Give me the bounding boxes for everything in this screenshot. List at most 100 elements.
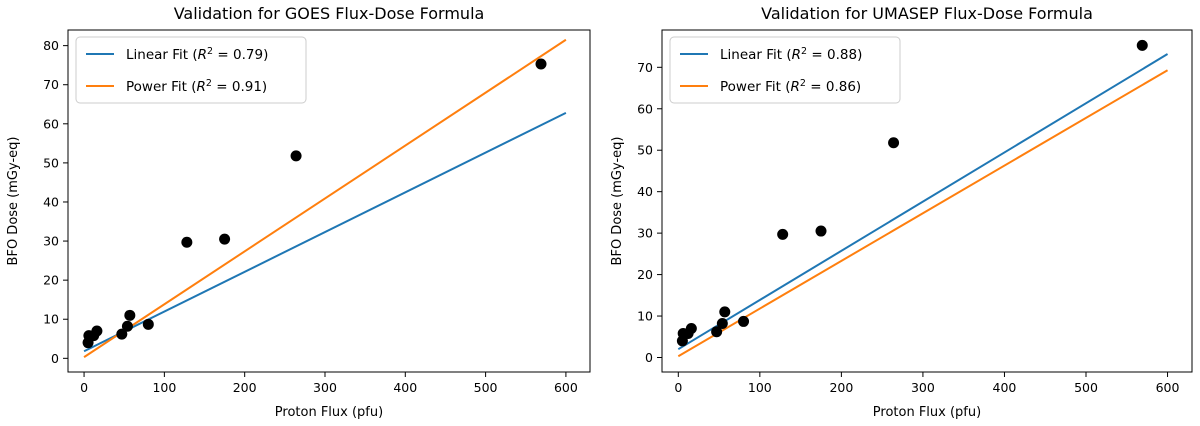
legend-label-power: Power Fit <box>126 79 187 95</box>
y-axis-label: BFO Dose (mGy-eq) <box>610 137 625 266</box>
y-tick-label: 70 <box>637 60 653 75</box>
legend-r2-linear: 0.88 <box>827 47 857 63</box>
legend-entry-linear: Linear Fit (R2 = 0.88) <box>720 46 862 64</box>
fit-line-linear-fit <box>83 111 567 353</box>
legend-label-power: Power Fit <box>720 79 781 95</box>
legend-r2-close: ) <box>263 47 268 63</box>
fit-lines <box>677 53 1169 358</box>
x-tick-label: 0 <box>80 380 88 395</box>
legend-r2-symbol: R <box>197 79 206 95</box>
legend-entry-power: Power Fit (R2 = 0.86) <box>720 78 861 96</box>
data-point <box>719 306 731 318</box>
legend-entry-power: Power Fit (R2 = 0.91) <box>126 78 267 96</box>
y-tick-label: 0 <box>645 350 653 365</box>
y-tick-label: 60 <box>43 116 59 131</box>
legend-r2-eq: = <box>806 79 826 95</box>
data-point <box>685 322 697 334</box>
y-tick-label: 10 <box>637 309 653 324</box>
x-tick-label: 600 <box>1156 380 1180 395</box>
legend-r2-eq: = <box>807 47 827 63</box>
fit-line-power-fit <box>677 69 1169 358</box>
legend-r2-prefix: ( <box>785 79 790 95</box>
x-tick-label: 400 <box>393 380 417 395</box>
data-point <box>711 326 723 338</box>
x-tick-label: 300 <box>911 380 935 395</box>
x-tick-label: 300 <box>313 380 337 395</box>
legend-r2-power: 0.91 <box>232 79 262 95</box>
data-point <box>142 318 154 330</box>
legend-r2-exponent: 2 <box>801 46 807 57</box>
data-point <box>777 228 789 240</box>
y-tick-label: 80 <box>43 38 59 53</box>
data-point <box>91 325 103 337</box>
legend-entry-linear: Linear Fit (R2 = 0.79) <box>126 46 268 64</box>
data-points <box>82 58 547 349</box>
data-point <box>181 236 193 248</box>
data-point <box>815 225 827 237</box>
legend-r2-eq: = <box>212 79 232 95</box>
legend-frame <box>75 36 307 104</box>
x-tick-label: 400 <box>993 380 1017 395</box>
legend-frame <box>669 36 901 104</box>
legend-r2-prefix: ( <box>786 47 791 63</box>
legend-r2-linear: 0.79 <box>233 47 263 63</box>
x-axis-label: Proton Flux (pfu) <box>275 405 383 420</box>
x-tick-label: 100 <box>748 380 772 395</box>
y-tick-label: 70 <box>43 77 59 92</box>
y-tick-label: 40 <box>637 184 653 199</box>
fit-line-power-fit <box>83 38 567 358</box>
y-axis-label: BFO Dose (mGy-eq) <box>6 137 21 266</box>
data-point <box>124 309 136 321</box>
y-tick-label: 30 <box>43 234 59 249</box>
legend: Linear Fit (R2 = 0.79) Power Fit (R2 = 0… <box>75 36 307 104</box>
legend-r2-close: ) <box>856 79 861 95</box>
legend-r2-symbol: R <box>791 79 800 95</box>
panel-goes: Validation for GOES Flux-Dose Formula Pr… <box>6 4 591 420</box>
x-ticks: 0 100 200 300 400 500 600 <box>80 372 578 395</box>
x-tick-label: 500 <box>1074 380 1098 395</box>
data-point <box>121 320 133 332</box>
legend-label-linear: Linear Fit <box>720 47 782 63</box>
legend-r2-close: ) <box>857 47 862 63</box>
legend-r2-exponent: 2 <box>206 78 212 89</box>
y-tick-label: 40 <box>43 194 59 209</box>
data-point <box>290 150 302 162</box>
x-tick-label: 200 <box>829 380 853 395</box>
data-point <box>716 317 728 329</box>
chart-title: Validation for GOES Flux-Dose Formula <box>174 4 485 23</box>
legend-r2-exponent: 2 <box>207 46 213 57</box>
y-tick-label: 0 <box>51 351 59 366</box>
legend-r2-symbol: R <box>792 47 801 63</box>
x-tick-label: 100 <box>152 380 176 395</box>
legend-r2-symbol: R <box>198 47 207 63</box>
y-tick-label: 10 <box>43 312 59 327</box>
y-tick-label: 60 <box>637 101 653 116</box>
data-point <box>888 137 900 149</box>
fit-line-linear-fit <box>677 53 1169 351</box>
chart-title: Validation for UMASEP Flux-Dose Formula <box>761 4 1093 23</box>
y-tick-label: 20 <box>43 273 59 288</box>
data-point <box>116 328 128 340</box>
data-point <box>535 58 547 70</box>
y-ticks: 0 10 20 30 40 50 60 70 <box>637 60 662 365</box>
x-ticks: 0 100 200 300 400 500 600 <box>674 372 1180 395</box>
data-points <box>676 39 1148 347</box>
legend: Linear Fit (R2 = 0.88) Power Fit (R2 = 0… <box>669 36 901 104</box>
x-tick-label: 600 <box>554 380 578 395</box>
fit-lines <box>83 38 567 358</box>
x-tick-label: 0 <box>674 380 682 395</box>
legend-r2-prefix: ( <box>192 47 197 63</box>
panel-umasep: Validation for UMASEP Flux-Dose Formula … <box>610 4 1193 420</box>
x-axis-label: Proton Flux (pfu) <box>873 405 981 420</box>
legend-r2-prefix: ( <box>191 79 196 95</box>
legend-label-linear: Linear Fit <box>126 47 188 63</box>
legend-r2-power: 0.86 <box>826 79 856 95</box>
y-tick-label: 30 <box>637 226 653 241</box>
x-tick-label: 200 <box>233 380 257 395</box>
legend-r2-eq: = <box>213 47 233 63</box>
x-tick-label: 500 <box>474 380 498 395</box>
y-tick-label: 50 <box>637 143 653 158</box>
data-point <box>738 315 750 327</box>
data-point <box>219 233 231 245</box>
